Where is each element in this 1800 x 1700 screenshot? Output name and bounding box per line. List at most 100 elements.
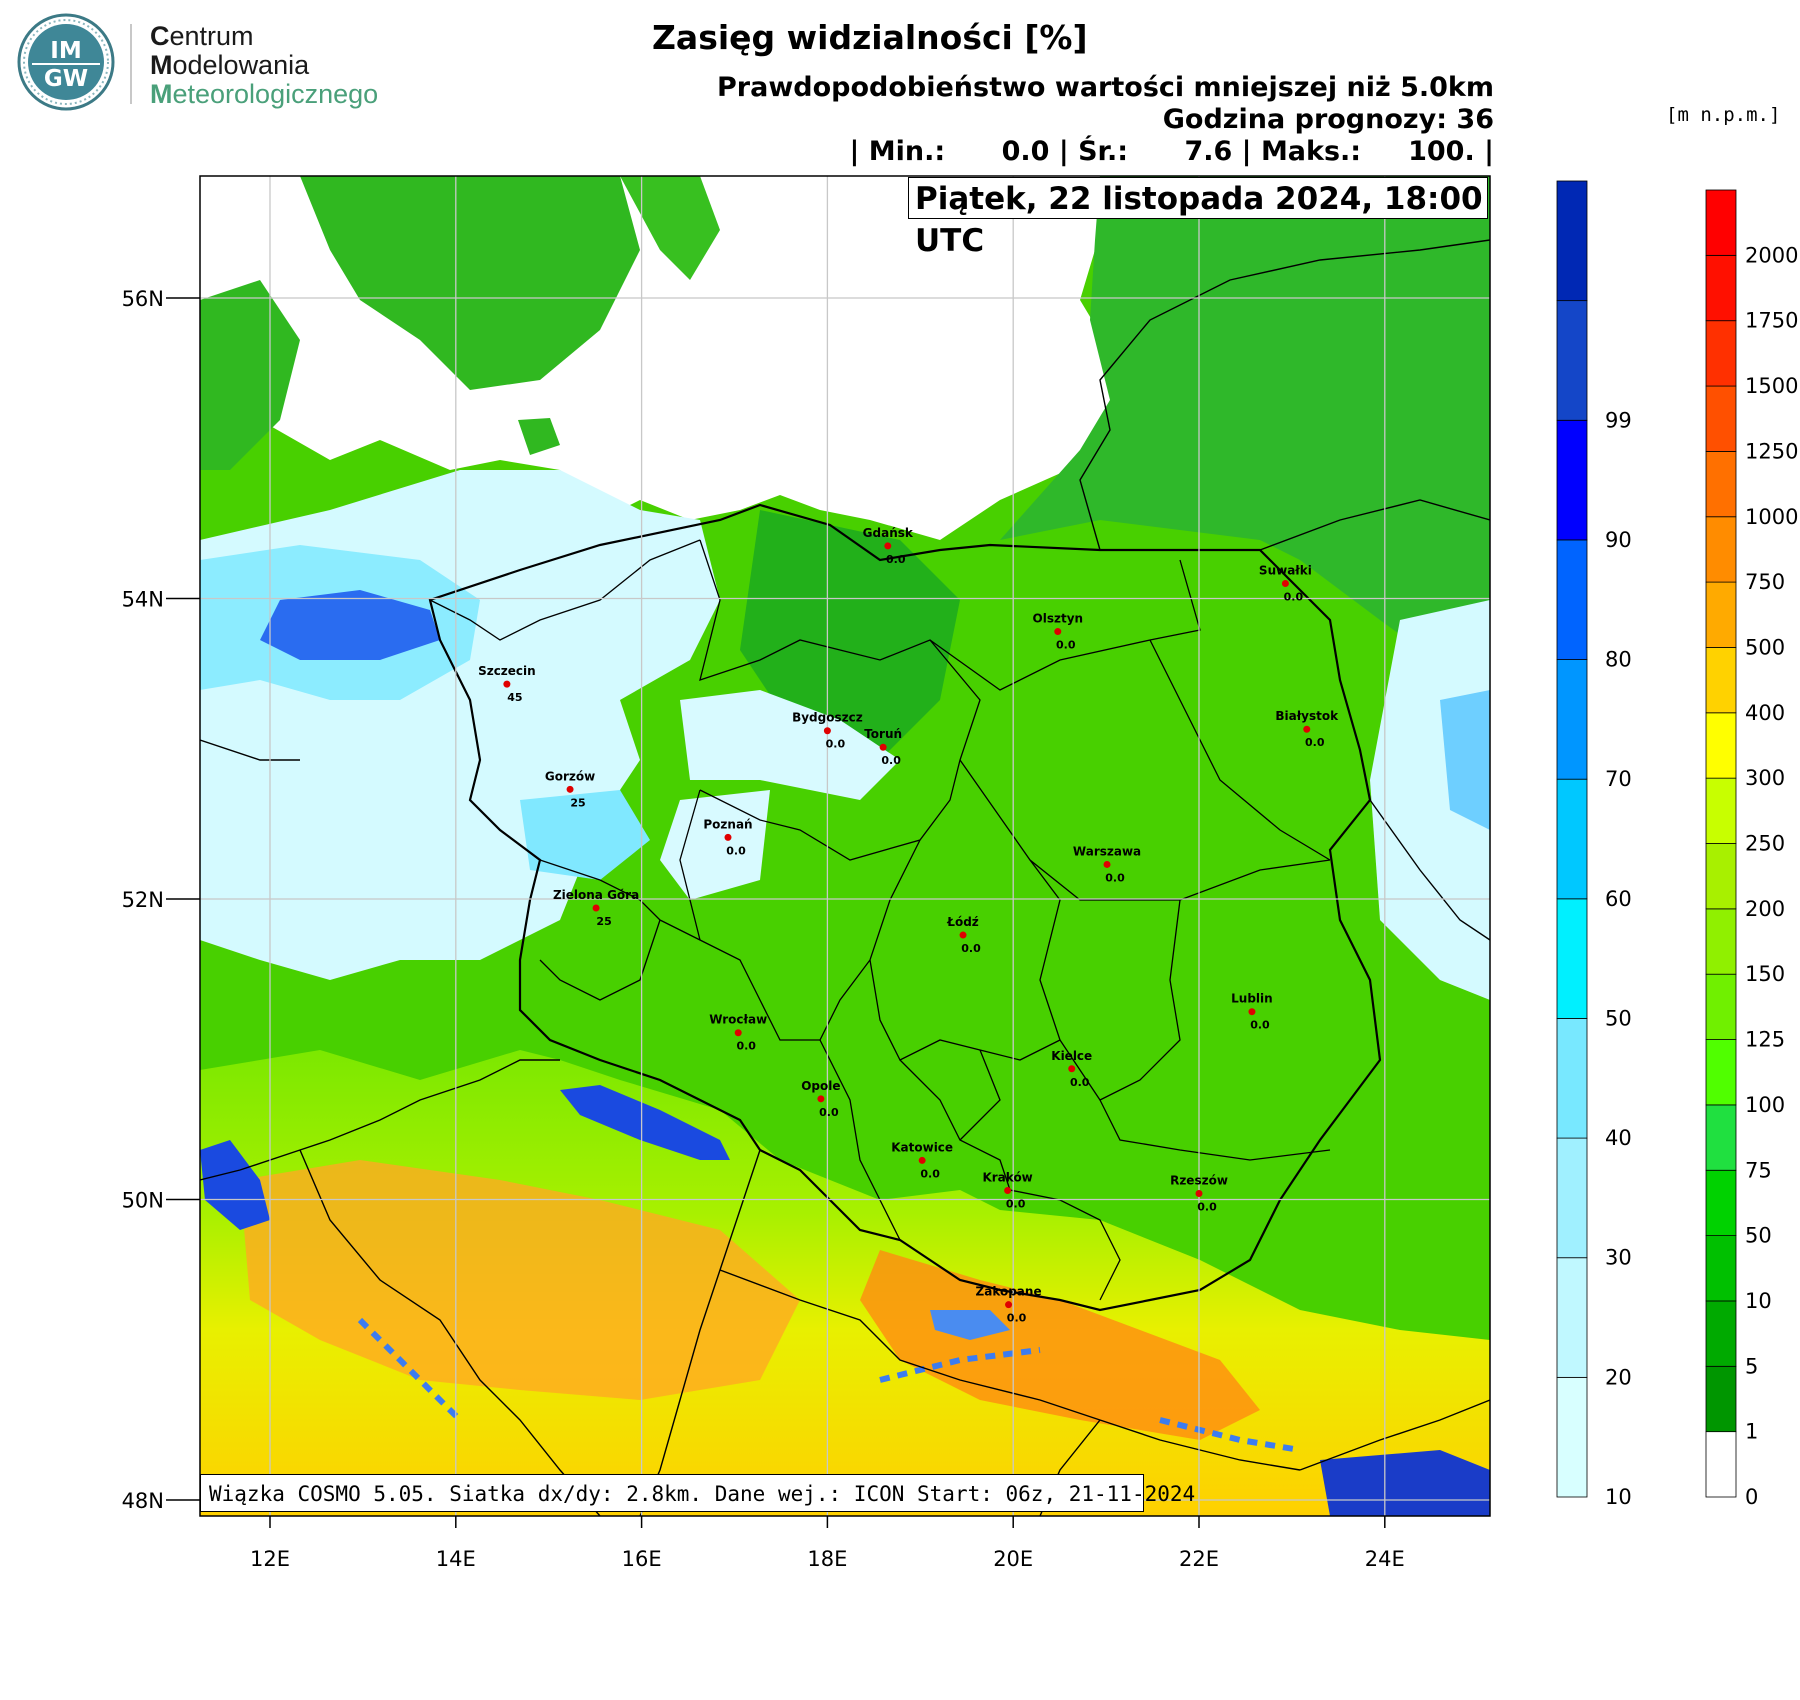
lon-tick-label: 24E xyxy=(1365,1547,1405,1571)
stats-line: | Min.: 0.0 | Śr.: 7.6 | Maks.: 100. | xyxy=(849,136,1494,167)
city-marker: Toruń 0.0 xyxy=(864,727,902,767)
city-marker: Białystok 0.0 xyxy=(1275,709,1339,749)
logo-wordmark: Centrum Modelowania Meteorologicznego xyxy=(150,22,378,109)
logo-line3-rest: eteorologicznego xyxy=(172,79,379,109)
probability-legend-swatch xyxy=(1556,659,1588,780)
city-name: Suwałki xyxy=(1259,563,1312,577)
probability-legend-label: 99 xyxy=(1605,408,1632,432)
city-name: Kraków xyxy=(982,1170,1032,1184)
logo-line2-cap: M xyxy=(150,50,173,80)
city-value: 0.0 xyxy=(1007,1312,1027,1325)
probability-legend-swatch xyxy=(1556,898,1588,1019)
height-legend-swatch xyxy=(1705,254,1737,322)
probability-legend-label: 60 xyxy=(1605,887,1632,911)
city-dot-icon xyxy=(823,727,831,735)
city-value: 25 xyxy=(570,796,585,809)
city-value: 0.0 xyxy=(1070,1076,1090,1089)
sweden-land xyxy=(620,176,720,280)
probability-legend: 10 20 30 40 50 60 70 80 90 99 xyxy=(1556,180,1632,1509)
city-marker: Kraków 0.0 xyxy=(982,1170,1032,1210)
city-dot-icon xyxy=(1195,1189,1203,1197)
probability-legend-label: 80 xyxy=(1605,648,1632,672)
lon-tick-label: 16E xyxy=(622,1547,662,1571)
height-legend-label: 200 xyxy=(1745,897,1785,921)
height-legend-swatch xyxy=(1705,1039,1737,1106)
city-dot-icon xyxy=(566,785,574,793)
probability-legend-swatch xyxy=(1556,300,1588,421)
height-legend-swatch xyxy=(1705,1104,1737,1171)
city-value: 0.0 xyxy=(736,1040,756,1053)
city-value: 0.0 xyxy=(726,844,746,857)
bieszczady-blue-patch xyxy=(1320,1450,1490,1516)
city-dot-icon xyxy=(1103,860,1111,868)
lat-tick-label: 54N xyxy=(122,588,164,612)
denmark-land xyxy=(200,280,300,470)
city-dot-icon xyxy=(1068,1065,1076,1073)
probability-legend-label: 30 xyxy=(1605,1246,1632,1270)
city-value: 0.0 xyxy=(1105,871,1125,884)
probability-legend-swatch xyxy=(1556,1137,1588,1259)
city-name: Łódź xyxy=(946,915,979,929)
city-name: Gorzów xyxy=(545,769,595,783)
height-legend-label: 1000 xyxy=(1745,505,1798,529)
city-name: Białystok xyxy=(1275,709,1339,723)
city-marker: Warszawa 0.0 xyxy=(1073,844,1141,884)
city-name: Zielona Góra xyxy=(553,888,639,902)
logo-line3-cap: M xyxy=(150,79,173,109)
height-legend-swatch xyxy=(1705,581,1737,648)
height-legend-swatch xyxy=(1705,712,1737,779)
city-name: Poznań xyxy=(703,817,752,831)
city-value: 0.0 xyxy=(881,754,901,767)
city-marker: Lublin 0.0 xyxy=(1231,992,1273,1032)
height-legend: 0 1 5 10 50 75 100 125 150 200 250 300 400 500 750 1000… xyxy=(1705,189,1798,1509)
lon-tick-label: 18E xyxy=(807,1547,847,1571)
lat-tick-label: 52N xyxy=(122,888,164,912)
city-dot-icon xyxy=(734,1029,742,1037)
height-legend-label: 250 xyxy=(1745,832,1785,856)
city-value: 25 xyxy=(596,915,611,928)
wielkopolska-fog xyxy=(660,790,770,900)
map-frame xyxy=(199,175,1491,1517)
map-field xyxy=(200,176,1490,1516)
city-name: Zakopane xyxy=(976,1285,1042,1299)
logo-line1-rest: entrum xyxy=(169,21,254,51)
height-legend-label: 1500 xyxy=(1745,374,1798,398)
height-legend-swatch xyxy=(1705,189,1737,256)
height-legend-label: 750 xyxy=(1745,570,1785,594)
east-cyan-patch xyxy=(1440,690,1490,830)
city-dot-icon xyxy=(592,904,600,912)
sumava-blue-patch xyxy=(200,1140,270,1230)
west-blue-patch xyxy=(260,590,440,660)
city-name: Wrocław xyxy=(709,1013,767,1027)
height-legend-label: 400 xyxy=(1745,701,1785,725)
city-value: 0.0 xyxy=(1006,1197,1026,1210)
height-legend-label: 0 xyxy=(1745,1485,1758,1509)
city-dot-icon xyxy=(1005,1301,1013,1309)
logo-line2-rest: odelowania xyxy=(172,50,310,80)
city-name: Kielce xyxy=(1051,1049,1092,1063)
city-marker: Gorzów 25 xyxy=(545,769,595,809)
probability-legend-swatch xyxy=(1556,539,1588,660)
logo-line1-cap: C xyxy=(150,21,170,51)
city-name: Szczecin xyxy=(478,664,536,678)
lubuskie-cyan-patch xyxy=(520,790,650,880)
probability-legend-swatch xyxy=(1556,180,1588,302)
city-dot-icon xyxy=(884,542,892,550)
city-dot-icon xyxy=(1054,628,1062,636)
height-legend-label: 1250 xyxy=(1745,439,1798,463)
city-name: Lublin xyxy=(1231,992,1273,1006)
city-dot-icon xyxy=(1248,1008,1256,1016)
height-legend-swatch xyxy=(1705,450,1737,518)
probability-legend-swatch xyxy=(1556,419,1588,541)
karkonosze-blue-band xyxy=(560,1085,730,1160)
voivodeship-borders xyxy=(429,539,1331,1301)
height-legend-swatch xyxy=(1705,1431,1737,1498)
badge-bottom-text: GW xyxy=(44,66,88,92)
city-name: Toruń xyxy=(864,727,902,741)
kujawy-fog xyxy=(680,690,900,800)
city-marker: Olsztyn 0.0 xyxy=(1033,612,1084,652)
czech-orange-zone xyxy=(240,1160,800,1400)
probability-legend-label: 90 xyxy=(1605,528,1632,552)
city-marker: Zielona Góra 25 xyxy=(553,888,639,928)
